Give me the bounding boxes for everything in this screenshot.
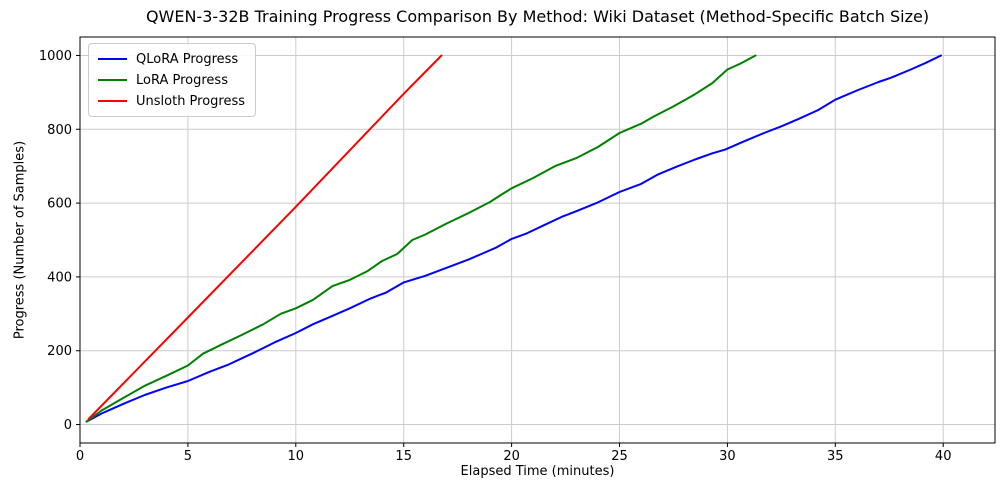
series-line-unsloth-progress [87,54,443,420]
x-axis-label: Elapsed Time (minutes) [460,464,615,479]
y-tick-label: 600 [47,197,72,212]
y-tick-label: 0 [64,418,72,433]
y-tick-label: 200 [47,344,72,359]
x-tick-label: 5 [184,449,192,464]
legend-line-swatch [98,58,127,60]
legend-item: LoRA Progress [98,71,245,89]
tick-marks [76,54,944,447]
legend-label: QLoRA Progress [136,51,239,67]
y-tick-label: 800 [47,123,72,138]
legend: QLoRA Progress LoRA Progress Unsloth Progr… [88,43,257,117]
legend-line-swatch [98,79,127,81]
series-line-lora-progress [85,54,757,423]
y-tick-label: 400 [47,270,72,285]
x-tick-label: 40 [935,449,952,464]
legend-label: LoRA Progress [136,72,228,88]
legend-line-swatch [98,100,127,102]
x-tick-label: 20 [503,449,520,464]
x-tick-label: 35 [827,449,844,464]
chart-title: QWEN-3-32B Training Progress Comparison … [145,7,930,26]
legend-item: QLoRA Progress [98,50,245,68]
x-tick-label: 0 [76,449,84,464]
series-line-qlora-progress [85,54,942,423]
legend-label: Unsloth Progress [136,93,246,109]
x-tick-label: 15 [395,449,412,464]
x-tick-label: 10 [288,449,305,464]
y-tick-label: 1000 [39,49,72,64]
legend-item: Unsloth Progress [98,92,245,110]
axes-spines [79,36,996,444]
x-tick-label: 25 [611,449,628,464]
x-tick-label: 30 [719,449,736,464]
